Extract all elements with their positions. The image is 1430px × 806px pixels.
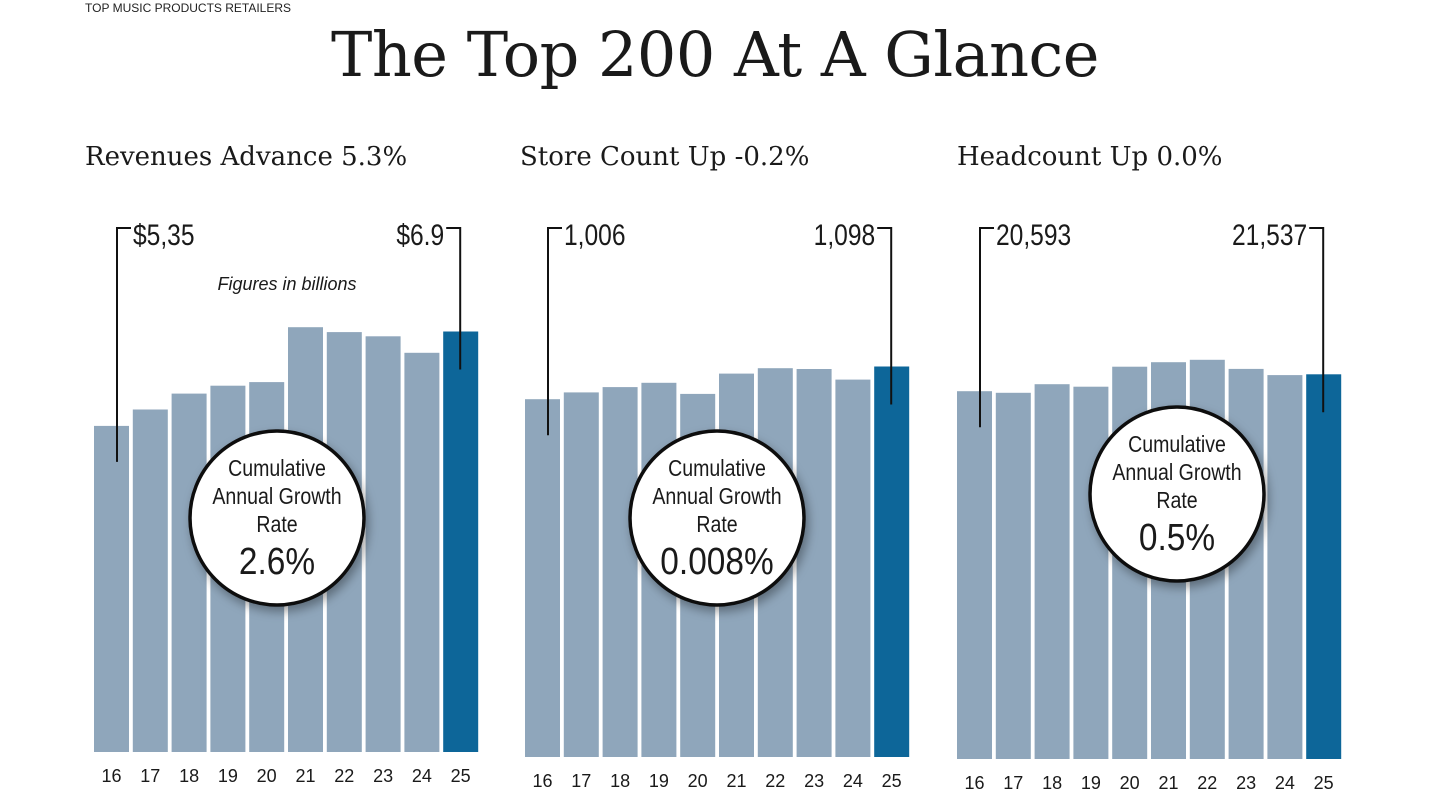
tick-label-18: 18 bbox=[610, 771, 630, 791]
cagr-label-line-1: Cumulative bbox=[668, 456, 766, 482]
bar-25 bbox=[874, 366, 910, 757]
tick-label-20: 20 bbox=[688, 771, 708, 791]
start-callout-line bbox=[116, 227, 131, 462]
bar-16 bbox=[957, 391, 992, 759]
cagr-value: 0.5% bbox=[1139, 516, 1215, 558]
end-value-label: 21,537 bbox=[1232, 218, 1307, 252]
bar-16 bbox=[525, 399, 560, 757]
bar-18 bbox=[171, 393, 207, 752]
bar-24 bbox=[1267, 375, 1303, 759]
tick-label-18: 18 bbox=[179, 766, 199, 786]
cagr-circle bbox=[628, 429, 806, 607]
tick-label-16: 16 bbox=[101, 766, 121, 786]
cagr-label-line-3: Rate bbox=[1156, 488, 1197, 514]
cagr-circle bbox=[1088, 405, 1266, 583]
cagr-circle bbox=[188, 429, 366, 607]
bar-25 bbox=[443, 331, 479, 752]
start-value-label: 20,593 bbox=[996, 218, 1071, 252]
tick-label-23: 23 bbox=[373, 766, 393, 786]
bar-23 bbox=[365, 336, 401, 752]
end-callout-line bbox=[1309, 227, 1325, 413]
tick-label-23: 23 bbox=[804, 771, 824, 791]
tick-label-21: 21 bbox=[1158, 773, 1178, 793]
bar-23 bbox=[796, 369, 832, 757]
chart-title-headcount: Headcount Up 0.0% bbox=[957, 142, 1223, 172]
cagr-label-line-3: Rate bbox=[696, 512, 737, 538]
tick-label-17: 17 bbox=[1003, 773, 1023, 793]
cagr-label-line-1: Cumulative bbox=[228, 456, 326, 482]
cagr-value: 0.008% bbox=[660, 540, 773, 582]
tick-label-16: 16 bbox=[964, 773, 984, 793]
end-value-label: 1,098 bbox=[814, 218, 876, 252]
cagr-value: 2.6% bbox=[239, 540, 315, 582]
bar-25 bbox=[1306, 374, 1342, 759]
bar-17 bbox=[995, 392, 1031, 759]
tick-label-18: 18 bbox=[1042, 773, 1062, 793]
bar-17 bbox=[563, 392, 599, 757]
end-callout-line bbox=[877, 227, 893, 405]
tick-label-25: 25 bbox=[1314, 773, 1334, 793]
tick-label-19: 19 bbox=[218, 766, 238, 786]
tick-label-24: 24 bbox=[843, 771, 863, 791]
bar-19 bbox=[1073, 386, 1109, 759]
tick-label-19: 19 bbox=[1081, 773, 1101, 793]
tick-label-17: 17 bbox=[571, 771, 591, 791]
cagr-label-line-2: Annual Growth bbox=[652, 484, 781, 510]
tick-label-24: 24 bbox=[412, 766, 432, 786]
tick-label-23: 23 bbox=[1236, 773, 1256, 793]
end-callout-line bbox=[446, 227, 462, 370]
start-value-label: 1,006 bbox=[564, 218, 626, 252]
tick-label-17: 17 bbox=[140, 766, 160, 786]
bar-24 bbox=[404, 352, 440, 752]
chart-title-store-count: Store Count Up -0.2% bbox=[520, 142, 810, 172]
chart-title-revenues: Revenues Advance 5.3% bbox=[85, 142, 408, 172]
tick-label-20: 20 bbox=[257, 766, 277, 786]
tick-label-19: 19 bbox=[649, 771, 669, 791]
tick-label-22: 22 bbox=[334, 766, 354, 786]
page-title: The Top 200 At A Glance bbox=[331, 18, 1099, 91]
bar-16 bbox=[94, 425, 129, 752]
tick-label-16: 16 bbox=[532, 771, 552, 791]
start-value-label: $5,35 bbox=[133, 218, 195, 252]
tick-label-20: 20 bbox=[1120, 773, 1140, 793]
end-value-label: $6.9 bbox=[396, 218, 444, 252]
cagr-label-line-2: Annual Growth bbox=[212, 484, 341, 510]
cagr-label-line-3: Rate bbox=[256, 512, 297, 538]
tick-label-22: 22 bbox=[765, 771, 785, 791]
tick-label-21: 21 bbox=[726, 771, 746, 791]
tick-label-24: 24 bbox=[1275, 773, 1295, 793]
cagr-label-line-1: Cumulative bbox=[1128, 432, 1226, 458]
tick-label-25: 25 bbox=[451, 766, 471, 786]
tick-label-22: 22 bbox=[1197, 773, 1217, 793]
bar-24 bbox=[835, 379, 871, 757]
cagr-label-line-2: Annual Growth bbox=[1112, 460, 1241, 486]
tick-label-21: 21 bbox=[295, 766, 315, 786]
bar-18 bbox=[1034, 384, 1070, 759]
bar-17 bbox=[132, 409, 168, 752]
chart-headcount: 16 17 18 19 20 21 22 23 24 25 20,593 21,537 Cumulati… bbox=[957, 218, 1342, 793]
bar-18 bbox=[602, 387, 638, 757]
start-callout-line bbox=[547, 227, 562, 436]
kicker: TOP MUSIC PRODUCTS RETAILERS bbox=[85, 1, 292, 15]
figures-note: Figures in billions bbox=[217, 274, 356, 294]
chart-revenues: 16 17 18 19 20 21 22 23 24 25 $5,35 $6.9 Figures in … bbox=[94, 218, 479, 786]
tick-label-25: 25 bbox=[882, 771, 902, 791]
start-callout-line bbox=[979, 227, 994, 428]
chart-store-count: 16 17 18 19 20 21 22 23 24 25 1,006 1,098 Cumulative… bbox=[525, 218, 910, 791]
